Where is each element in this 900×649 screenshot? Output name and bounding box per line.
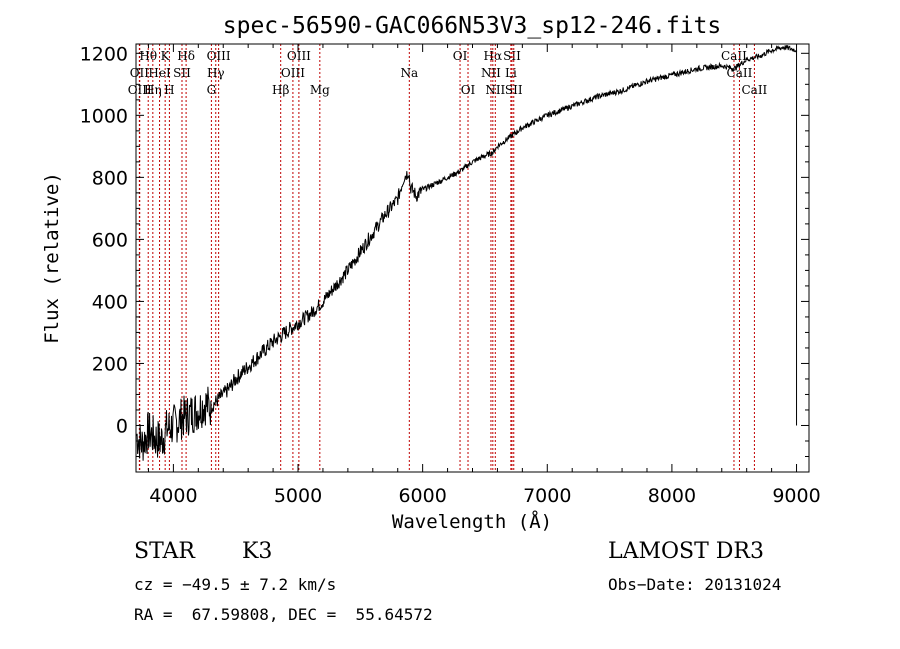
x-tick-label-4: 8000 [648, 485, 696, 507]
spectrum-series [136, 45, 798, 461]
emission-line-label-4: K [161, 49, 171, 63]
y-tick-label-2: 400 [92, 291, 128, 313]
emission-line-label-7: Hδ [177, 49, 195, 63]
emission-line-label-5: H [164, 83, 174, 97]
emission-line-label-12: Hβ [272, 83, 289, 97]
emission-line-label-13: OIII [281, 66, 305, 80]
axis-ticks: 4000 5000 6000 7000 8000 9000 0 200 400 600 800 100… [80, 43, 821, 507]
y-tick-label-6: 1200 [80, 43, 128, 65]
emission-line-label-22: SII [503, 49, 521, 63]
y-tick-label-1: 200 [92, 353, 128, 375]
chart-title: spec-56590-GAC066N53V3_sp12-246.fits [223, 13, 722, 39]
y-tick-label-4: 800 [92, 167, 128, 189]
emission-line-label-8: SII [173, 66, 191, 80]
spectrum-line [136, 45, 797, 461]
x-tick-label-1: 5000 [274, 485, 322, 507]
x-tick-label-5: 9000 [772, 485, 820, 507]
emission-line-label-0: Hθ [139, 49, 157, 63]
emission-line-label-20: NII [481, 66, 501, 80]
y-axis-label: Flux (relative) [41, 172, 63, 344]
x-tick-label-2: 6000 [398, 485, 446, 507]
y-tick-label-3: 600 [92, 229, 128, 251]
object-class: STAR [134, 539, 195, 564]
emission-line-label-9: OIII [207, 49, 231, 63]
y-tick-label-0: 0 [116, 415, 128, 437]
emission-line-label-24: SII [505, 83, 523, 97]
obs-date: Obs−Date: 20131024 [608, 575, 782, 594]
emission-line-label-18: OI [461, 83, 476, 97]
coordinates: RA = 67.59808, DEC = 55.64572 [134, 605, 433, 624]
y-tick-label-5: 1000 [80, 105, 128, 127]
emission-line-label-14: OIII [287, 49, 311, 63]
survey-name: LAMOST DR3 [608, 539, 764, 564]
x-tick-label-3: 7000 [523, 485, 571, 507]
emission-line-label-11: G [207, 83, 217, 97]
x-axis-label: Wavelength (Å) [392, 510, 552, 533]
x-tick-label-0: 4000 [149, 485, 197, 507]
emission-line-label-3: OIII [128, 83, 152, 97]
emission-line-label-25: CaII [721, 49, 747, 63]
emission-line-label-10: Hγ [207, 66, 225, 80]
emission-line-label-1: Hη [144, 83, 162, 97]
plot-frame [135, 43, 810, 473]
emission-line-label-6: HeI [148, 66, 171, 80]
emission-line-label-19: Hα [484, 49, 503, 63]
emission-line-label-16: Na [400, 66, 418, 80]
object-subclass: K3 [242, 539, 273, 564]
emission-line-label-27: CaII [741, 83, 767, 97]
emission-line-label-17: OI [453, 49, 468, 63]
emission-line-label-21: NII [485, 83, 505, 97]
emission-line-label-23: Li [505, 66, 517, 80]
emission-line-label-15: Mg [310, 83, 330, 97]
redshift-text: cz = −49.5 ± 7.2 km/s [134, 575, 337, 594]
